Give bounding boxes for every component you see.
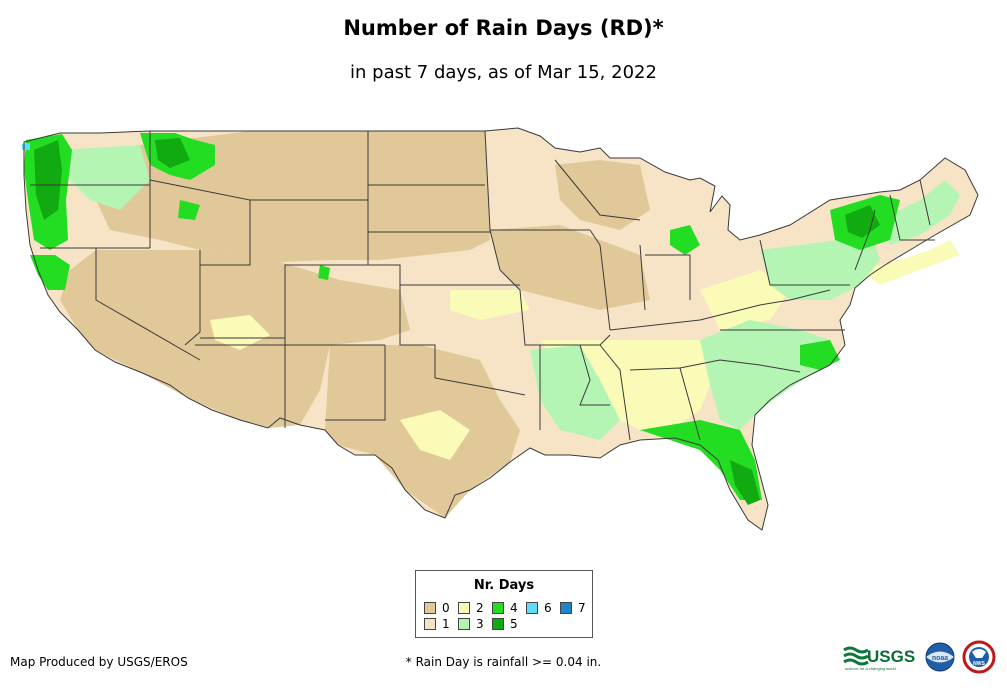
- legend-label-7: 7: [578, 601, 586, 615]
- legend-swatch-7: [560, 602, 572, 614]
- map-subtitle: in past 7 days, as of Mar 15, 2022: [350, 62, 657, 83]
- legend-label-1: 1: [442, 617, 450, 631]
- legend-item-0: 0: [424, 601, 450, 615]
- noaa-logo: noaa: [925, 642, 955, 672]
- legend-swatch-3: [458, 618, 470, 630]
- usgs-wordmark: USGS: [867, 647, 915, 666]
- legend-label-2: 2: [476, 601, 484, 615]
- legend-item-7: 7: [560, 601, 586, 615]
- us-rain-days-map: [22, 127, 979, 531]
- legend-swatch-2: [458, 602, 470, 614]
- map-title: Number of Rain Days (RD)*: [343, 16, 664, 40]
- agency-logos: USGS science for a changing world noaa N…: [843, 640, 996, 674]
- five-day-regions: [34, 138, 880, 505]
- rain-day-footnote: * Rain Day is rainfall >= 0.04 in.: [405, 655, 602, 669]
- nws-logo: NWS: [962, 640, 996, 674]
- legend-label-0: 0: [442, 601, 450, 615]
- legend-label-3: 3: [476, 617, 484, 631]
- legend-title: Nr. Days: [473, 578, 535, 593]
- usgs-logo: USGS science for a changing world: [843, 646, 915, 671]
- legend-label-5: 5: [510, 617, 518, 631]
- legend-label-4: 4: [510, 601, 518, 615]
- legend-swatch-6: [526, 602, 538, 614]
- state-borders: [23, 127, 979, 531]
- legend: Nr. Days 0 1 2 3 4 5 6 7: [415, 570, 593, 638]
- legend-item-1: 1: [424, 617, 450, 631]
- legend-swatch-1: [424, 618, 436, 630]
- legend-swatch-5: [492, 618, 504, 630]
- legend-item-2: 2: [458, 601, 484, 615]
- legend-swatch-0: [424, 602, 436, 614]
- six-day-spot: [22, 143, 30, 150]
- nws-wordmark: NWS: [973, 661, 985, 667]
- legend-item-4: 4: [492, 601, 518, 615]
- producer-credit: Map Produced by USGS/EROS: [10, 655, 188, 669]
- zero-day-regions: [60, 131, 650, 518]
- legend-item-6: 6: [526, 601, 552, 615]
- usgs-tagline: science for a changing world: [845, 666, 896, 671]
- legend-item-3: 3: [458, 617, 484, 631]
- legend-item-5: 5: [492, 617, 518, 631]
- three-day-regions: [60, 145, 960, 440]
- noaa-wordmark: noaa: [932, 655, 948, 662]
- legend-swatch-4: [492, 602, 504, 614]
- legend-label-6: 6: [544, 601, 552, 615]
